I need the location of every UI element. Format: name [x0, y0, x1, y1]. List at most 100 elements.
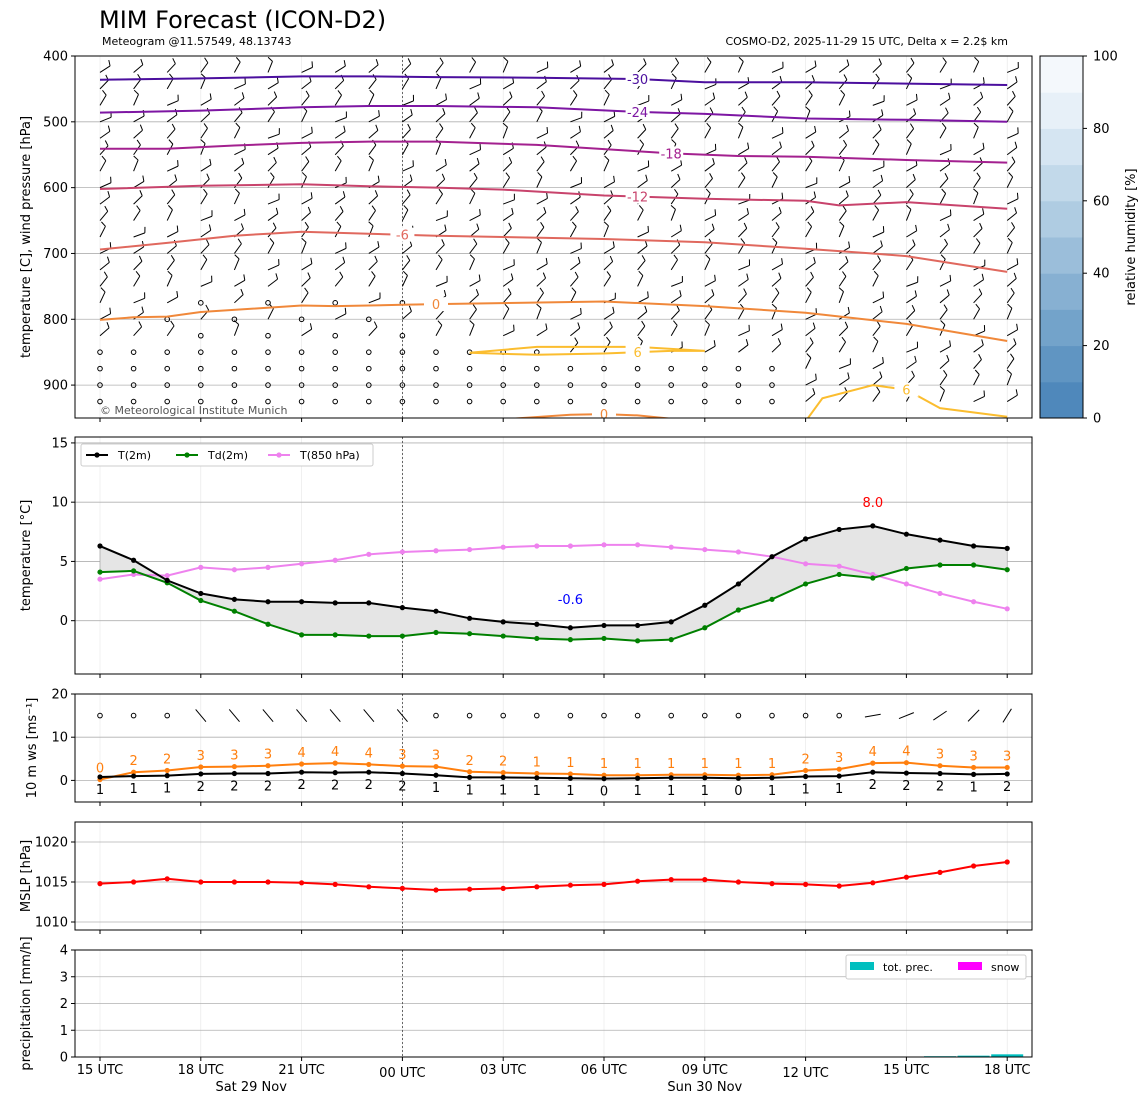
wind-barb-icon [805, 226, 813, 238]
wind-barb-icon [536, 81, 547, 90]
calm-wind-icon [366, 398, 372, 405]
data-point [164, 767, 170, 774]
data-point [366, 600, 372, 606]
wind-barb-flag-icon [874, 205, 879, 211]
wind-barb-icon [99, 94, 107, 106]
x-tick-label: 09 UTC [682, 1063, 728, 1078]
wind-barb-flag-icon [243, 274, 246, 281]
wind-barb-icon [536, 132, 548, 139]
wind-barb-flag-icon [674, 188, 679, 195]
wind-barb-flag-icon [878, 58, 882, 65]
wind-barb-icon [973, 177, 981, 188]
wind-barb-icon [133, 144, 141, 156]
wind-barb-icon [1006, 242, 1013, 254]
wind-barb-flag-icon [479, 209, 481, 216]
wind-barb-icon [939, 309, 948, 320]
wind-barb-icon [973, 279, 984, 287]
wind-barb-flag-icon [172, 58, 176, 64]
data-point [971, 771, 977, 777]
calm-wind-icon [265, 332, 271, 339]
isotherm-label: -18 [661, 147, 682, 162]
wind-barb-icon [536, 198, 548, 205]
wind-barb-icon [100, 56, 102, 57]
data-point [366, 761, 372, 768]
wind-barb-icon [973, 308, 981, 320]
wind-barb-flag-icon [108, 59, 111, 67]
wind-barb-icon [469, 309, 477, 320]
wind-barb-icon [200, 193, 208, 205]
wind-barb-icon [864, 713, 881, 718]
wind-barb-flag-icon [407, 123, 411, 130]
wind-barb-icon [1002, 708, 1012, 723]
wind-barb-icon [603, 64, 614, 73]
calm-wind-icon [298, 382, 305, 388]
wind-barb-flag-icon [842, 271, 847, 277]
wind-barb-flag-icon [139, 190, 143, 196]
wind-barb-icon [838, 79, 848, 90]
wind-barb-icon [704, 163, 715, 172]
wind-barb-icon [670, 209, 676, 221]
wind-barb-flag-icon [101, 221, 106, 227]
wind-barb-icon [99, 226, 106, 238]
wind-barb-flag-icon [471, 57, 476, 63]
wind-barb-flag-icon [676, 304, 680, 311]
wind-barb-flag-icon [643, 58, 647, 65]
wind-barb-flag-icon [545, 323, 548, 330]
mean-wind-value-label: 2 [869, 778, 877, 793]
wind-barb-icon [905, 259, 914, 271]
wind-barb-flag-icon [949, 274, 952, 281]
wind-barb-icon [671, 56, 672, 57]
data-point [198, 590, 204, 597]
wind-barb-icon [200, 259, 208, 271]
wind-barb-flag-icon [745, 339, 749, 346]
wind-barb-icon [469, 177, 478, 188]
wind-barb-icon [1006, 263, 1019, 271]
data-point [97, 543, 103, 549]
wind-barb-flag-icon [575, 206, 579, 212]
isotherm-label-bg [894, 382, 919, 397]
data-point [1004, 545, 1010, 551]
wind-barb-icon [838, 341, 846, 353]
wind-barb-flag-icon [979, 222, 983, 229]
wind-barb-flag-icon [1016, 192, 1019, 199]
wind-barb-flag-icon [571, 287, 577, 293]
wind-barb-flag-icon [882, 291, 885, 298]
wind-barb-icon [99, 65, 111, 73]
wind-barb-flag-icon [779, 141, 782, 148]
wind-barb-icon [200, 56, 202, 57]
data-point [635, 878, 641, 884]
data-point [769, 881, 775, 887]
wind-barb-flag-icon [133, 155, 139, 161]
isotherm-group: -30 -24 -18 -12 -6 0 6 0 6 [97, 41, 1019, 418]
wind-barb-icon [939, 149, 952, 156]
wind-barb-icon [939, 258, 946, 271]
wind-barb-flag-icon [233, 320, 240, 325]
data-point [567, 775, 574, 781]
calm-wind-icon [500, 382, 507, 388]
wind-barb-icon [670, 310, 680, 320]
y-tick-label: 15 [51, 436, 68, 451]
wind-barb-icon [569, 95, 578, 106]
wind-barb-icon [195, 709, 207, 723]
wind-barb-icon [368, 144, 377, 156]
wind-barb-flag-icon [546, 126, 549, 134]
wind-barb-icon [738, 96, 748, 106]
wind-barb-flag-icon [170, 254, 175, 261]
wind-barb-flag-icon [743, 288, 747, 295]
data-point [937, 869, 943, 876]
wind-barb-flag-icon [706, 57, 712, 63]
wind-barb-flag-icon [670, 204, 676, 210]
wind-barb-icon [133, 94, 139, 106]
wind-barb-icon [704, 83, 717, 90]
wind-barb-icon [570, 262, 581, 271]
calm-wind-icon [702, 365, 708, 372]
wind-barb-flag-icon [777, 338, 782, 345]
calm-wind-icon [265, 398, 271, 405]
calm-wind-icon [466, 398, 473, 405]
data-point [467, 886, 473, 892]
isotherm-label-bg [625, 345, 650, 360]
wind-barb-flag-icon [141, 306, 144, 313]
wind-barb-icon [872, 311, 883, 320]
data-point [567, 637, 574, 643]
wind-barb-flag-icon [303, 41, 307, 46]
